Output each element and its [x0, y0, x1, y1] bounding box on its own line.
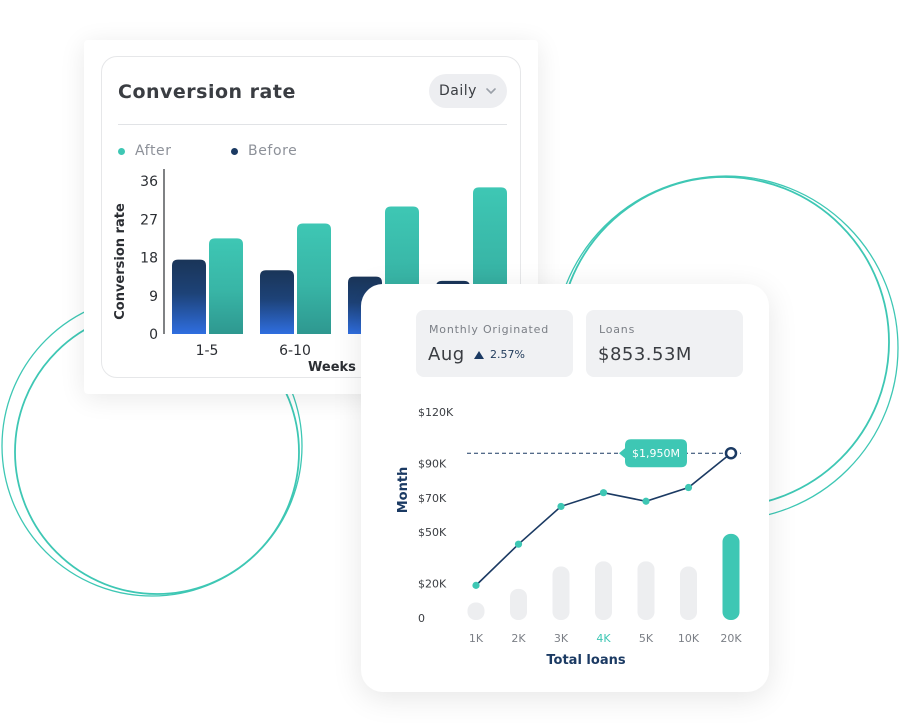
chevron-down-icon — [486, 88, 496, 95]
monthly-originated-label: Monthly Originated — [429, 323, 549, 336]
y-tick-label: $90K — [418, 458, 447, 471]
bar-background — [680, 566, 697, 620]
legend-after-label: After — [135, 143, 172, 159]
line-point — [599, 489, 608, 497]
header-divider — [118, 124, 507, 125]
line-point — [514, 540, 523, 548]
y-tick-label: 27 — [140, 212, 158, 228]
x-axis-title: Weeks — [308, 360, 356, 375]
y-tick-label: 9 — [149, 289, 158, 305]
bar-after — [297, 223, 331, 334]
bar-highlight — [722, 533, 740, 620]
y-tick-label: 36 — [140, 174, 158, 190]
legend-after: After — [118, 143, 172, 159]
bar-background — [510, 588, 527, 620]
bar-after — [209, 238, 243, 334]
line-point — [642, 497, 650, 505]
loans-label: Loans — [599, 323, 636, 336]
y-tick-label: $120K — [418, 406, 454, 419]
bar-background — [595, 561, 612, 620]
bar-before — [172, 259, 206, 334]
bar-background — [637, 561, 655, 620]
x-axis-title: Total loans — [546, 653, 625, 668]
x-tick-label: 1K — [469, 632, 484, 645]
monthly-originated-stat: Monthly Originated Aug 2.57% — [416, 310, 573, 377]
x-tick-label: 5K — [639, 632, 654, 645]
y-tick-label: 0 — [149, 327, 158, 343]
y-tick-label: $20K — [418, 578, 447, 591]
period-select[interactable]: Daily — [429, 74, 507, 108]
y-tick-label: $70K — [418, 492, 447, 505]
legend-before-label: Before — [248, 143, 298, 159]
monthly-change-value: 2.57% — [490, 348, 525, 361]
line-point — [684, 483, 693, 492]
y-axis-title: Month — [396, 467, 411, 514]
period-select-value: Daily — [439, 83, 477, 99]
loans-line-chart: 0 $20K $50K $70K $90K $120K Month $1,950M 1K 2K 3K… — [396, 406, 742, 668]
y-tick-label: 0 — [418, 612, 425, 625]
line-point — [472, 581, 480, 589]
line-point — [557, 502, 565, 511]
bar-background — [552, 566, 570, 620]
monthly-originated-value: Aug — [428, 344, 465, 365]
loans-card: Monthly Originated Aug 2.57% Loans $853.… — [361, 284, 769, 692]
x-tick-label: 2K — [511, 632, 526, 645]
y-axis-title: Conversion rate — [113, 203, 128, 320]
monthly-change: 2.57% — [474, 348, 525, 361]
legend-before: Before — [231, 143, 297, 159]
legend-after-dot — [118, 147, 125, 155]
y-tick-label: 18 — [140, 251, 158, 267]
loans-value: $853.53M — [598, 344, 692, 365]
bar-background — [467, 602, 485, 620]
x-tick-label: 1-5 — [196, 343, 219, 359]
legend-before-dot — [231, 147, 238, 155]
loans-stat: Loans $853.53M — [586, 310, 743, 377]
x-tick-label: 3K — [554, 632, 569, 645]
line-point-end — [724, 446, 738, 460]
x-tick-label: 4K — [596, 632, 611, 645]
x-tick-label: 6-10 — [279, 343, 311, 359]
tooltip-label: $1,950M — [632, 447, 680, 460]
arrow-up-icon — [474, 350, 484, 359]
bar-before — [260, 270, 294, 334]
x-tick-label: 10K — [678, 632, 700, 645]
conversion-rate-title: Conversion rate — [118, 81, 296, 103]
x-tick-label: 20K — [720, 632, 742, 645]
tooltip-bubble — [619, 439, 687, 468]
y-tick-label: $50K — [418, 526, 447, 539]
